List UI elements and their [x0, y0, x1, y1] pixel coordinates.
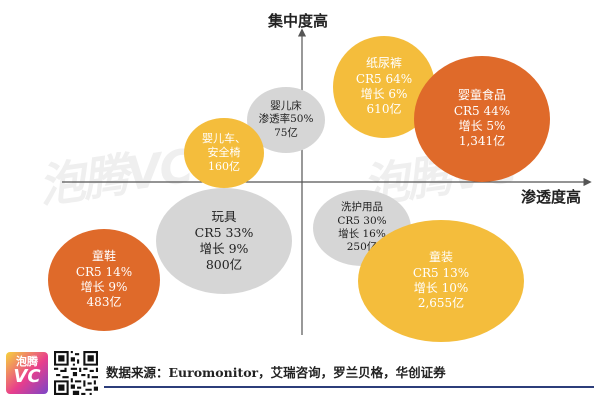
- bubble-apparel-line-3: 增长 10%: [413, 281, 469, 295]
- x-axis-title: 渗透度高: [521, 188, 582, 206]
- bubble-crib-line-3: 75亿: [274, 126, 298, 139]
- bubble-stroller-line-1: 婴儿车、: [202, 131, 246, 145]
- bubble-care: 洗护用品 CR5 30% 增长 16% 250亿: [313, 190, 411, 266]
- bubble-stroller-line-2: 安全椅: [207, 145, 241, 159]
- bubble-diapers-line-2: CR5 64%: [355, 71, 413, 86]
- bubble-toys: 玩具 CR5 33% 增长 9% 800亿: [156, 188, 292, 294]
- bubble-shoes-line-4: 483亿: [86, 295, 122, 310]
- y-axis-title: 集中度高: [268, 12, 329, 30]
- bubble-toys-line-4: 800亿: [205, 257, 243, 272]
- brand-logo: 泡腾 VC: [6, 352, 48, 394]
- brand-logo-bottom: VC: [13, 365, 41, 387]
- bubble-shoes-line-1: 童鞋: [91, 249, 116, 264]
- bubble-baby-food-line-1: 婴童食品: [457, 88, 506, 103]
- footer-divider: [104, 386, 594, 388]
- bubble-diapers: 纸尿裤 CR5 64% 增长 6% 610亿: [333, 36, 435, 138]
- bubble-apparel-line-4: 2,655亿: [417, 296, 465, 311]
- bubble-apparel: 童装 CR5 13% 增长 10% 2,655亿: [358, 220, 524, 342]
- brand-logo-top: 泡腾: [16, 355, 38, 368]
- bubble-baby-food: 婴童食品 CR5 44% 增长 5% 1,341亿: [414, 56, 550, 182]
- bubble-toys-line-2: CR5 33%: [194, 225, 254, 240]
- bubble-care-line-1: 洗护用品: [341, 201, 383, 214]
- bubble-diapers-line-1: 纸尿裤: [365, 56, 402, 71]
- bubble-stroller: 婴儿车、 安全椅 160亿: [184, 118, 264, 188]
- bubble-crib-line-2: 渗透率50%: [258, 113, 314, 126]
- data-source: 数据来源：Euromonitor，艾瑞咨询，罗兰贝格，华创证券: [106, 365, 446, 380]
- bubble-baby-food-line-2: CR5 44%: [453, 103, 511, 118]
- bubble-apparel-line-1: 童装: [428, 250, 453, 265]
- bubble-shoes: 童鞋 CR5 14% 增长 9% 483亿: [48, 229, 160, 331]
- bubble-stroller-line-3: 160亿: [208, 160, 240, 174]
- bubble-toys-line-1: 玩具: [211, 209, 237, 224]
- bubble-baby-food-line-3: 增长 5%: [458, 119, 506, 133]
- bubble-diapers-line-3: 增长 6%: [360, 87, 408, 101]
- bubble-toys-line-3: 增长 9%: [199, 241, 249, 256]
- bubble-apparel-line-2: CR5 13%: [412, 265, 470, 280]
- bubble-shoes-line-3: 增长 9%: [80, 280, 128, 294]
- bubble-care-line-2: CR5 30%: [337, 214, 387, 227]
- bubble-baby-food-line-4: 1,341亿: [458, 134, 506, 149]
- bubble-diapers-line-4: 610亿: [366, 102, 402, 117]
- footer: 泡腾 VC 数据来源：Euromonitor，艾瑞咨询，罗兰贝格，华创证券: [0, 346, 600, 400]
- qr-code-icon: [54, 351, 98, 395]
- bubble-care-line-3: 增长 16%: [338, 228, 386, 240]
- bubble-crib-line-1: 婴儿床: [270, 99, 302, 112]
- bubble-shoes-line-2: CR5 14%: [75, 264, 133, 279]
